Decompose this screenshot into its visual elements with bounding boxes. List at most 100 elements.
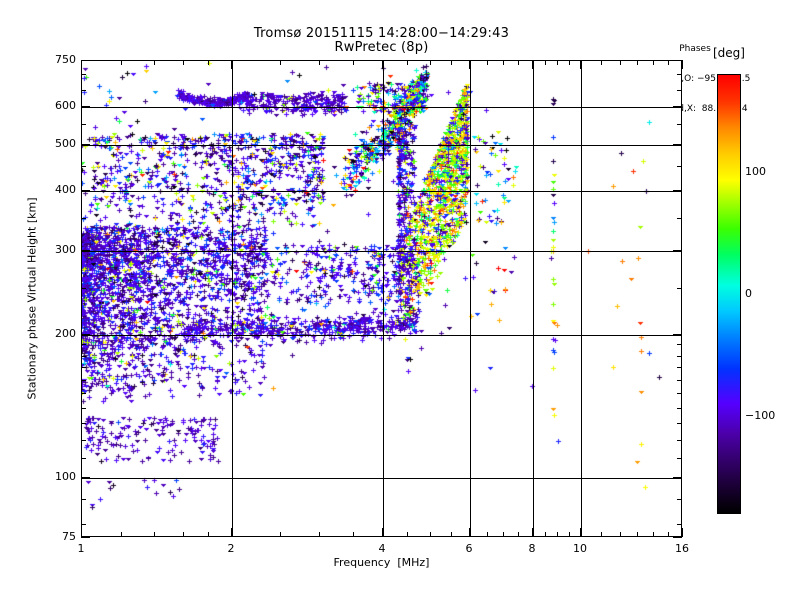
axis-tick (154, 532, 155, 537)
x-tick-label: 6 (465, 542, 473, 555)
axis-tick (677, 344, 682, 345)
axis-tick (677, 356, 682, 357)
axis-tick (81, 524, 86, 525)
axis-tick (518, 532, 519, 537)
colorbar-wrap[interactable] (717, 74, 741, 514)
colorbar-gradient[interactable] (717, 74, 741, 514)
axis-tick (81, 440, 86, 441)
y-tick-label: 75 (62, 530, 76, 543)
axis-tick (637, 532, 638, 537)
axis-tick (545, 60, 546, 65)
axis-tick (231, 60, 232, 69)
gridline-vertical (581, 61, 582, 536)
axis-tick (673, 106, 682, 107)
axis-tick (81, 367, 86, 368)
gridline-vertical (232, 61, 233, 536)
axis-tick (81, 166, 86, 167)
axis-tick (81, 250, 90, 251)
axis-tick (208, 532, 209, 537)
axis-tick (518, 60, 519, 65)
y-tick-label: 750 (55, 53, 76, 66)
axis-tick (653, 60, 654, 65)
axis-tick (620, 60, 621, 65)
x-tick-label: 4 (378, 542, 386, 555)
axis-tick (653, 532, 654, 537)
axis-tick (469, 528, 470, 537)
axis-tick (545, 532, 546, 537)
axis-tick (677, 423, 682, 424)
axis-tick (319, 532, 320, 537)
axis-tick (81, 144, 90, 145)
axis-tick (677, 440, 682, 441)
axis-tick (81, 288, 86, 289)
x-tick-label: 16 (675, 542, 689, 555)
axis-tick (673, 60, 682, 61)
axis-tick (677, 74, 682, 75)
gridline-horizontal (82, 335, 681, 336)
axis-tick (677, 367, 682, 368)
axis-tick (81, 334, 90, 335)
axis-tick (677, 288, 682, 289)
axis-tick (668, 60, 669, 65)
axis-tick (673, 144, 682, 145)
axis-tick (469, 60, 470, 69)
axis-tick (183, 60, 184, 65)
axis-tick (673, 334, 682, 335)
axis-tick (353, 532, 354, 537)
axis-tick (81, 458, 86, 459)
axis-tick (620, 532, 621, 537)
axis-tick (382, 528, 383, 537)
gridline-horizontal (82, 478, 681, 479)
x-tick-label: 10 (573, 542, 587, 555)
axis-tick (430, 60, 431, 65)
axis-tick (353, 60, 354, 65)
axis-tick (580, 528, 581, 537)
gridline-horizontal (82, 145, 681, 146)
axis-tick (677, 458, 682, 459)
axis-tick (81, 499, 86, 500)
chart-title-line2: RwPretec (8p) (334, 40, 429, 55)
axis-tick (569, 532, 570, 537)
axis-tick (81, 218, 86, 219)
axis-tick (407, 60, 408, 65)
axis-tick (382, 60, 383, 69)
axis-tick (208, 60, 209, 65)
axis-tick (503, 60, 504, 65)
axis-tick (601, 532, 602, 537)
x-tick-label: 8 (528, 542, 536, 555)
axis-tick (637, 60, 638, 65)
axis-tick (231, 528, 232, 537)
gridline-horizontal (82, 107, 681, 108)
gridline-vertical (383, 61, 384, 536)
axis-tick (677, 524, 682, 525)
axis-tick (677, 393, 682, 394)
plot-area[interactable] (81, 60, 682, 537)
y-tick-label: 500 (55, 137, 76, 150)
axis-tick (81, 356, 86, 357)
axis-tick (673, 250, 682, 251)
axis-tick (677, 124, 682, 125)
axis-tick (673, 477, 682, 478)
gridline-horizontal (82, 251, 681, 252)
axis-tick (677, 408, 682, 409)
axis-tick (682, 60, 683, 69)
axis-tick (677, 380, 682, 381)
axis-tick (503, 532, 504, 537)
gridline-vertical (470, 61, 471, 536)
axis-tick (668, 532, 669, 537)
colorbar-unit-label: [deg] (713, 46, 745, 60)
axis-tick (81, 393, 86, 394)
axis-tick (81, 477, 90, 478)
axis-tick (81, 537, 90, 538)
axis-tick (532, 528, 533, 537)
axis-tick (81, 344, 86, 345)
axis-tick (280, 60, 281, 65)
axis-tick (183, 532, 184, 537)
x-tick-label: 1 (77, 542, 85, 555)
axis-tick (81, 528, 82, 537)
axis-tick (569, 60, 570, 65)
gridline-vertical (533, 61, 534, 536)
axis-tick (81, 190, 90, 191)
axis-tick (580, 60, 581, 69)
